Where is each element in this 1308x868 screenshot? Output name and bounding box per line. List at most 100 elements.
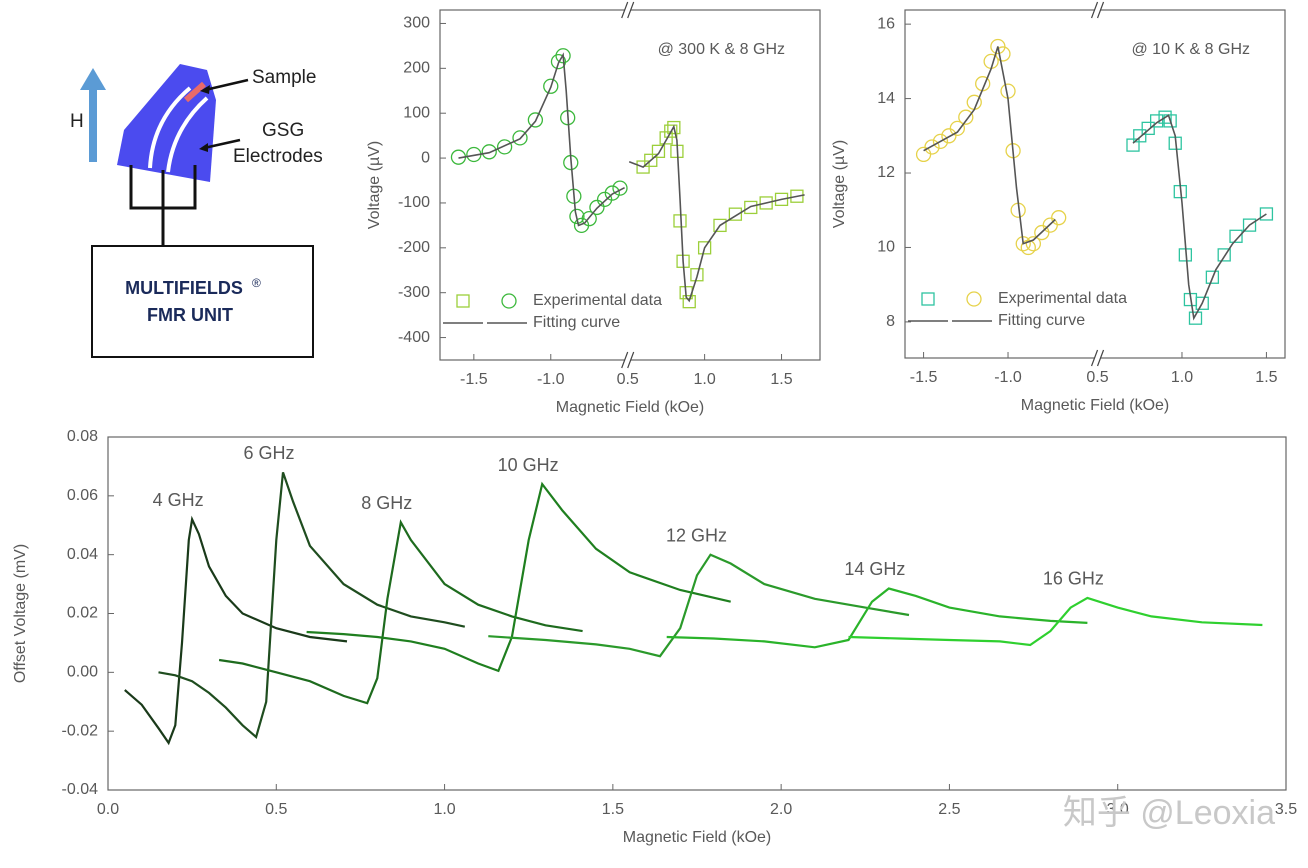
legend-marker	[501, 293, 517, 309]
axis-break	[1096, 1, 1105, 19]
y-tick-label: 200	[403, 60, 430, 77]
data-point	[1015, 236, 1031, 252]
legend-marker	[966, 291, 982, 307]
data-point	[1141, 121, 1155, 136]
y-tick-label: 8	[886, 313, 895, 330]
fit-line	[628, 124, 805, 303]
data-point	[949, 120, 966, 137]
fit-line	[458, 52, 625, 227]
legend-label: Experimental data	[998, 290, 1127, 307]
data-point	[932, 133, 949, 150]
data-point	[682, 295, 696, 309]
x-tick-label: 3.5	[1275, 801, 1297, 818]
data-point	[496, 139, 513, 155]
data-point	[1259, 207, 1274, 221]
data-point	[612, 180, 628, 196]
legend-marker	[921, 292, 935, 306]
data-line	[488, 553, 910, 658]
data-point	[790, 189, 804, 203]
data-point	[664, 124, 678, 138]
y-tick-label: -100	[398, 194, 430, 211]
data-point	[759, 196, 773, 210]
x-tick-label: 2.5	[938, 801, 960, 818]
data-point	[581, 211, 597, 227]
x-tick-label: -1.0	[994, 369, 1022, 386]
fit-line	[923, 46, 1056, 245]
y-tick-label: -400	[398, 329, 430, 346]
y-axis-title: Voltage (µV)	[831, 140, 848, 228]
unit-label: FMR UNIT	[147, 305, 233, 325]
axis-break	[1096, 349, 1105, 367]
data-point	[667, 120, 681, 135]
data-point	[596, 191, 613, 208]
data-point	[550, 53, 567, 70]
data-point	[1158, 110, 1172, 124]
x-tick-label: 0.5	[617, 371, 639, 388]
data-point	[543, 78, 559, 94]
y-tick-label: 0	[421, 149, 430, 166]
axis-break-gap	[1094, 2, 1101, 18]
y-tick-label: -0.04	[62, 781, 99, 798]
schematic: H Sample GSG Electrodes MULTIFIELDS ® FM…	[70, 64, 323, 358]
electrode-label: GSG	[262, 120, 304, 141]
data-point	[690, 268, 704, 282]
x-tick-label: 1.5	[1255, 369, 1277, 386]
data-point	[1133, 129, 1147, 143]
x-tick-label: -1.5	[910, 369, 938, 386]
legend-label: Experimental data	[533, 292, 662, 309]
data-point	[589, 199, 605, 216]
y-tick-label: -300	[398, 284, 430, 301]
curve-label: 8 GHz	[361, 493, 412, 513]
y-tick-label: 14	[877, 90, 895, 107]
data-point	[1126, 138, 1140, 152]
electrode-gap	[166, 96, 209, 173]
data-point	[1163, 114, 1177, 128]
data-point	[481, 144, 497, 160]
y-tick-label: 0.04	[67, 546, 98, 563]
curve-label: 16 GHz	[1043, 569, 1104, 589]
wiring	[129, 165, 197, 245]
axis-break	[621, 351, 629, 369]
device	[117, 64, 216, 182]
y-axis-title: Offset Voltage (mV)	[12, 544, 29, 683]
sample	[184, 81, 206, 103]
annotation: @ 300 K & 8 GHz	[658, 41, 785, 58]
x-tick-label: -1.0	[537, 371, 565, 388]
legend-label: Fitting curve	[998, 312, 1085, 329]
data-point	[1195, 296, 1209, 310]
y-tick-label: 0.08	[67, 428, 98, 445]
fit-line	[1132, 114, 1267, 321]
field-label: H	[70, 111, 84, 132]
y-tick-label: -200	[398, 239, 430, 256]
data-point	[636, 160, 650, 174]
x-tick-label: 1.0	[693, 371, 715, 388]
x-axis-title: Magnetic Field (kOe)	[623, 829, 772, 846]
curve-label: 6 GHz	[244, 443, 295, 463]
data-point	[774, 192, 789, 207]
data-point	[651, 144, 666, 158]
axis-break	[627, 351, 635, 369]
data-line	[666, 587, 1088, 649]
y-tick-label: -0.02	[62, 722, 99, 739]
data-point	[1242, 218, 1257, 232]
data-point	[1188, 311, 1203, 325]
y-tick-label: 0.00	[67, 664, 98, 681]
data-point	[1025, 236, 1042, 252]
data-point	[958, 109, 974, 125]
x-axis-title: Magnetic Field (kOe)	[556, 399, 705, 416]
x-tick-label: 1.5	[602, 801, 624, 818]
pointer-head	[199, 143, 208, 152]
data-point	[673, 214, 687, 228]
data-point	[990, 38, 1006, 55]
pointer-head	[200, 85, 210, 94]
x-axis-title: Magnetic Field (kOe)	[1021, 397, 1170, 414]
y-tick-label: 0.06	[67, 487, 98, 504]
data-point	[1217, 248, 1231, 262]
unit-label: MULTIFIELDS	[125, 278, 243, 298]
data-point	[644, 153, 658, 167]
y-tick-label: 16	[877, 15, 895, 32]
annotation: @ 10 K & 8 GHz	[1131, 41, 1250, 58]
axis-break-gap	[1094, 350, 1101, 366]
x-tick-label: 2.0	[770, 801, 792, 818]
x-tick-label: 0.0	[97, 801, 119, 818]
